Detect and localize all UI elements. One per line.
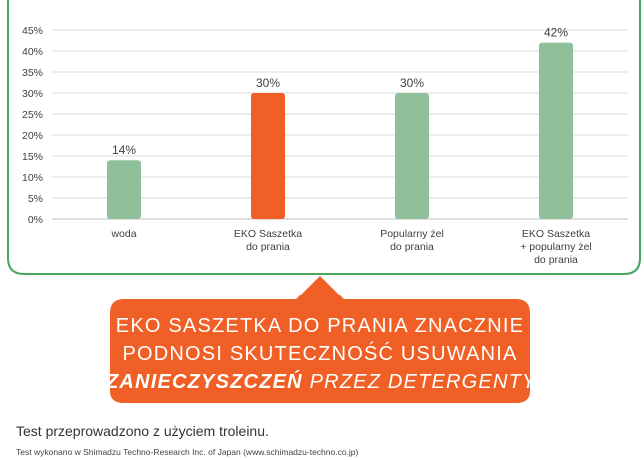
x-tick-label: woda (110, 228, 136, 240)
bar-value-label: 14% (112, 143, 136, 157)
callout-line-3: ZANIECZYSZCZEŃ PRZEZ DETERGENTY (106, 371, 537, 394)
callout-line-3-bold: ZANIECZYSZCZEŃ (106, 371, 303, 393)
callout-pointer (296, 276, 344, 300)
footnote: Test przeprowadzono z użyciem troleinu. (16, 423, 269, 439)
bar-value-label: 42% (544, 26, 568, 40)
gridlines (52, 29, 628, 220)
y-tick-label: 5% (28, 193, 43, 205)
x-axis-category-labels: woda EKO Saszetka do prania Popularny żel do… (110, 228, 591, 266)
y-axis-tick-labels: 0% 5% 10% 15% 20% 25% 30% 35% 40% 45% (22, 25, 43, 226)
x-tick-label: Popularny żel do prania (380, 228, 444, 253)
source-note: Test wykonano w Shimadzu Techno-Research… (16, 447, 359, 457)
bar-value-label: 30% (256, 76, 280, 90)
chart-frame-border (7, 0, 641, 275)
callout-line-1: EKO SASZETKA DO PRANIA ZNACZNIE (115, 315, 525, 337)
callout-line-3-rest: PRZEZ DETERGENTY (302, 371, 537, 393)
y-tick-label: 40% (22, 46, 43, 58)
y-tick-label: 10% (22, 172, 43, 184)
y-tick-label: 15% (22, 151, 43, 163)
y-tick-label: 20% (22, 130, 43, 142)
bars (107, 42, 573, 219)
bar (539, 42, 573, 219)
bar (107, 160, 141, 219)
bar-value-label: 30% (400, 76, 424, 90)
bar (395, 93, 429, 219)
x-tick-label: EKO Saszetka + popularny żel do prania (520, 228, 592, 266)
y-tick-label: 30% (22, 88, 43, 100)
callout-line-2: PODNOSI SKUTECZNOŚĆ USUWANIA (122, 343, 518, 365)
bar-value-labels: 14% 30% 30% 42% (112, 26, 568, 158)
y-tick-label: 25% (22, 109, 43, 121)
bar-chart: 0% 5% 10% 15% 20% 25% 30% 35% 40% 45% 14% 30% 30% 42… (7, 0, 641, 275)
x-tick-label: EKO Saszetka do prania (234, 228, 302, 253)
callout-box (110, 295, 530, 403)
bar (251, 93, 285, 219)
y-tick-label: 0% (28, 214, 43, 226)
callout-shape (110, 295, 530, 403)
y-tick-label: 45% (22, 25, 43, 37)
y-tick-label: 35% (22, 67, 43, 79)
